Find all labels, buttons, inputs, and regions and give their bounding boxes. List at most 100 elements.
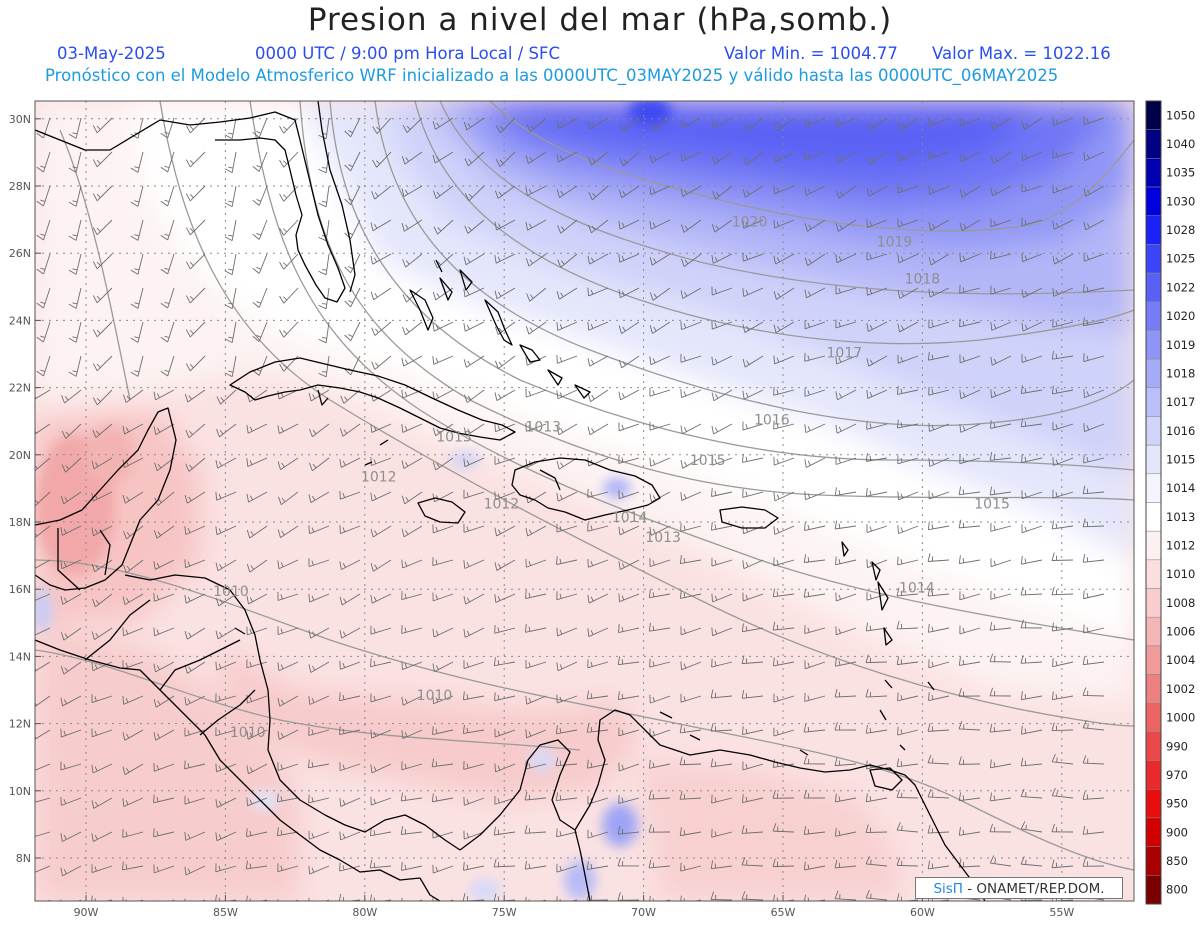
legend-label: 1000 [1166,711,1195,725]
legend-swatch [1146,847,1161,876]
lat-label: 24N [9,314,31,327]
legend-swatch [1146,589,1161,618]
legend-swatch [1146,675,1161,704]
isobar-label: 1012 [361,470,397,486]
legend-swatch [1146,875,1161,904]
legend-swatch [1146,703,1161,732]
legend-label: 1020 [1166,309,1195,323]
lat-label: 16N [9,583,31,596]
isobar-label: 1010 [417,688,453,704]
isobar-label: 1015 [690,453,726,469]
lon-label: 60W [910,906,935,919]
pressure-shading [32,98,1134,902]
lat-label: 18N [9,516,31,529]
legend-swatch [1146,330,1161,359]
lat-label: 10N [9,785,31,798]
lat-label: 26N [9,247,31,260]
legend-swatch [1146,216,1161,245]
legend-label: 1019 [1166,338,1195,352]
lat-label: 22N [9,382,31,395]
lat-label: 12N [9,718,31,731]
legend-swatch [1146,732,1161,761]
isobar-label: 1012 [484,497,520,513]
legend-label: 1012 [1166,539,1195,553]
legend-swatch [1146,818,1161,847]
legend-label: 1040 [1166,137,1195,151]
legend-label: 1015 [1166,452,1195,466]
legend-swatch [1146,273,1161,302]
legend-swatch [1146,101,1161,130]
lon-label: 75W [492,906,517,919]
isobar-label: 1018 [905,271,941,287]
legend-swatch [1146,445,1161,474]
legend-swatch [1146,244,1161,273]
legend-label: 1022 [1166,280,1195,294]
legend-swatch [1146,130,1161,159]
isobar-label: 1013 [436,429,472,445]
lon-label: 85W [213,906,238,919]
legend-label: 1010 [1166,567,1195,581]
legend-label: 1017 [1166,395,1195,409]
legend-label: 1013 [1166,510,1195,524]
legend-label: 1035 [1166,166,1195,180]
legend-label: 1018 [1166,366,1195,380]
isobar-label: 1020 [732,214,768,230]
isobar-label: 1010 [213,584,249,600]
lon-label: 65W [771,906,796,919]
legend-label: 970 [1166,768,1188,782]
isobar-label: 1015 [974,497,1010,513]
longitude-labels: 90W 85W 80W 75W 70W 65W 60W 55W [74,906,1075,919]
lon-label: 55W [1049,906,1074,919]
legend-label: 1002 [1166,682,1195,696]
isobar-label: 1014 [899,581,935,597]
legend-swatch [1146,617,1161,646]
lon-label: 90W [74,906,99,919]
legend-label: 1006 [1166,625,1195,639]
isobar-label: 1013 [645,530,681,546]
legend-label: 1008 [1166,596,1195,610]
legend-swatch [1146,503,1161,532]
lat-label: 20N [9,449,31,462]
lon-label: 80W [352,906,377,919]
legend-label: 1030 [1166,194,1195,208]
lat-label: 30N [9,113,31,126]
legend-label: 1025 [1166,252,1195,266]
isobar-label: 1016 [754,413,790,429]
legend-label: 1016 [1166,424,1195,438]
legend-swatch [1146,416,1161,445]
credit-brand: SisΠ [933,881,963,897]
legend-swatch [1146,789,1161,818]
legend-label: 1050 [1166,108,1195,122]
isobar-label: 1017 [827,345,863,361]
legend-swatch [1146,560,1161,589]
lat-label: 28N [9,180,31,193]
legend-swatch [1146,474,1161,503]
isobar-label: 1014 [612,510,648,526]
isobar-label: 1013 [525,419,561,435]
legend-label: 850 [1166,854,1188,868]
legend-label: 1004 [1166,653,1195,667]
legend-label: 1014 [1166,481,1195,495]
color-legend: 1050 1040 1035 1030 1028 1025 1022 1020 1019 1018… [1146,101,1195,904]
credit-box: SisΠ - ONAMET/REP.DOM. [915,877,1123,899]
isobar-label: 1010 [230,725,266,741]
legend-swatch [1146,158,1161,187]
legend-label: 990 [1166,739,1188,753]
legend-swatch [1146,531,1161,560]
isobar-label: 1019 [877,234,913,250]
lat-label: 14N [9,650,31,663]
legend-label: 1028 [1166,223,1195,237]
legend-swatch [1146,646,1161,675]
legend-label: 950 [1166,797,1188,811]
legend-label: 800 [1166,883,1188,897]
credit-org: - ONAMET/REP.DOM. [963,881,1105,897]
legend-swatch [1146,302,1161,331]
legend-swatch [1146,761,1161,790]
lon-label: 70W [631,906,656,919]
legend-swatch [1146,359,1161,388]
legend-swatch [1146,187,1161,216]
legend-label: 900 [1166,825,1188,839]
